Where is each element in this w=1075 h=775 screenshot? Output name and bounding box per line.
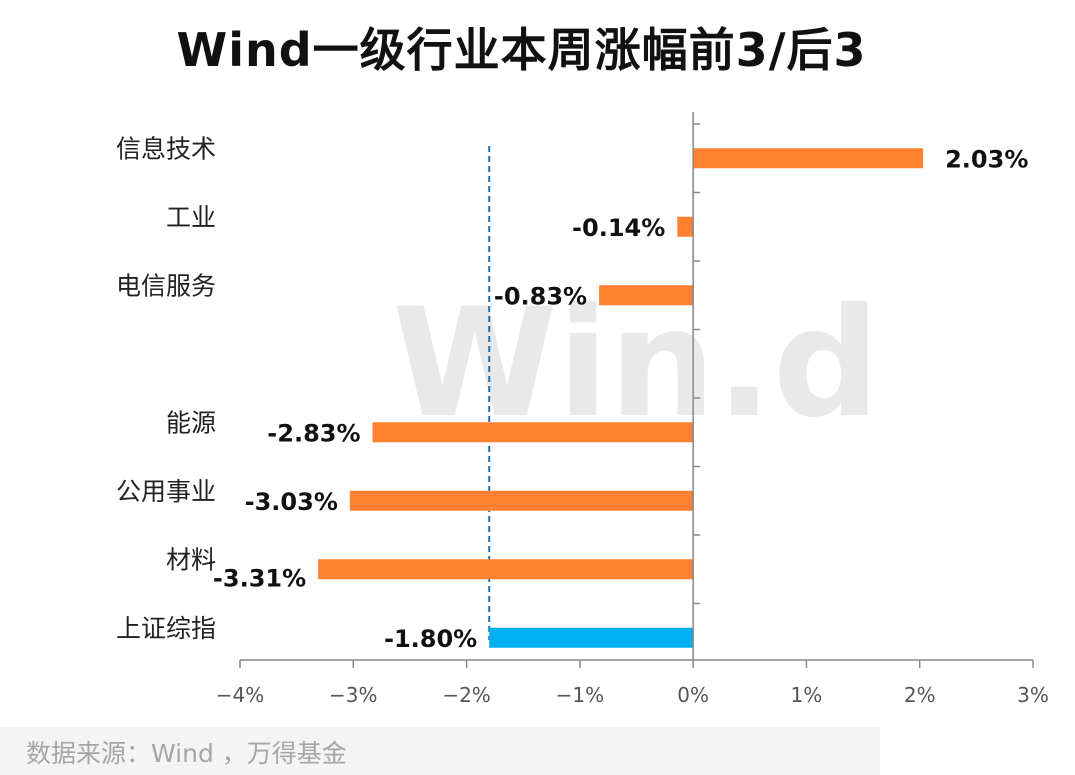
watermark: Win.d	[392, 277, 880, 451]
bar	[599, 285, 694, 306]
bar	[693, 148, 924, 169]
category-label: 电信服务	[116, 271, 216, 300]
x-tick-label: 0%	[677, 683, 709, 707]
data-label: -0.83%	[494, 282, 587, 310]
bar	[489, 627, 694, 648]
category-label: 上证综指	[116, 614, 216, 643]
x-tick-label: −3%	[329, 683, 378, 707]
category-label: 能源	[166, 408, 216, 437]
category-label: 公用事业	[116, 477, 216, 506]
x-tick-label: −1%	[556, 683, 605, 707]
x-tick-label: 1%	[791, 683, 823, 707]
x-tick-label: 3%	[1017, 683, 1049, 707]
category-label: 材料	[166, 545, 216, 574]
bar	[318, 559, 694, 580]
x-tick-label: −2%	[442, 683, 491, 707]
data-label: -3.03%	[245, 488, 338, 516]
bar	[349, 490, 694, 511]
chart-title: Wind一级行业本周涨幅前3/后3	[176, 23, 867, 77]
x-tick-label: 2%	[904, 683, 936, 707]
data-label: -3.31%	[213, 564, 306, 592]
bar	[677, 216, 694, 237]
footer-band	[0, 727, 880, 775]
data-label: 2.03%	[945, 145, 1028, 173]
data-label: -2.83%	[267, 419, 360, 447]
data-label: -1.80%	[384, 625, 477, 653]
source-note: 数据来源：Wind ，万得基金	[26, 739, 347, 768]
category-label: 信息技术	[116, 134, 216, 163]
x-tick-label: −4%	[216, 683, 265, 707]
bar	[372, 422, 694, 443]
category-label: 工业	[166, 203, 216, 232]
data-label: -0.14%	[572, 214, 665, 242]
